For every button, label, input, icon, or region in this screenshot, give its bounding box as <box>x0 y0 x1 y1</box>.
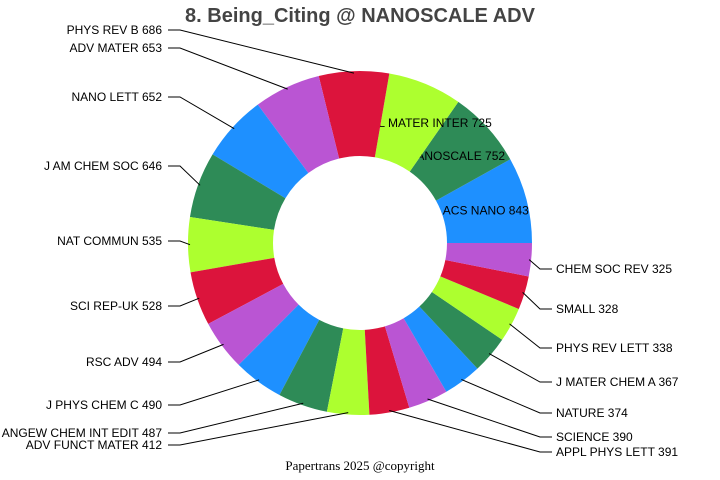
leader-line <box>168 96 235 130</box>
slice-phys-rev-lett <box>431 276 519 340</box>
slice-nanoscale <box>409 101 511 201</box>
copyright-footer: Papertrans 2025 @copyright <box>285 458 435 473</box>
slice-small <box>440 259 529 310</box>
slice-nat-commun <box>188 217 275 273</box>
slice-label: SCI REP-UK 528 <box>70 299 162 313</box>
leader-line <box>168 297 200 307</box>
slice-label: ADV MATER 653 <box>70 41 163 55</box>
slice-label: J PHYS CHEM C 490 <box>46 398 162 412</box>
slice-label: ADV FUNCT MATER 412 <box>26 438 163 452</box>
slice-label: ANGEW CHEM INT EDIT 487 <box>2 426 163 440</box>
slice-j-phys-chem-c <box>238 304 320 395</box>
slice-label: RSC ADV 494 <box>86 355 162 369</box>
slice-sci-rep-uk <box>190 257 284 324</box>
slice-science <box>384 318 447 408</box>
leader-line <box>168 47 288 90</box>
slice-chem-soc-rev <box>445 243 532 277</box>
slice-label: NANOSCALE 752 <box>408 149 506 163</box>
slice-label: J MATER CHEM A 367 <box>556 375 679 389</box>
slice-label: NAT COMMUN 535 <box>57 234 162 248</box>
slice-label: ACS NANO 843 <box>443 203 529 217</box>
leader-line <box>168 343 224 363</box>
leader-line <box>522 292 552 310</box>
slice-label: CHEM SOC REV 325 <box>556 262 672 276</box>
leader-line <box>389 409 552 453</box>
leader-line <box>461 379 552 414</box>
slice-label: PHYS REV LETT 338 <box>556 341 673 355</box>
leader-line <box>168 165 201 186</box>
slice-j-am-chem-soc <box>189 154 286 230</box>
slice-adv-funct-mater <box>326 328 370 415</box>
chart-title: 8. Being_Citing @ NANOSCALE ADV <box>185 5 535 27</box>
slice-adv-mater <box>257 76 340 174</box>
slice-label: SMALL 328 <box>556 302 619 316</box>
slice-appl-phys-lett <box>364 326 410 415</box>
leader-line <box>168 412 349 446</box>
slice-label: APPL PHYS LETT 391 <box>556 445 678 459</box>
leader-line <box>427 398 552 438</box>
slice-label: NATURE 374 <box>556 406 628 420</box>
leader-line <box>488 353 552 383</box>
slice-nano-lett <box>212 104 309 199</box>
leader-line <box>168 379 260 406</box>
slice-nature <box>403 306 478 392</box>
slice-label: PHYS REV B 686 <box>67 23 163 37</box>
slice-j-mater-chem-a <box>419 291 503 369</box>
leader-line <box>168 402 304 434</box>
slice-phys-rev-b <box>318 70 390 159</box>
slice-angew-chem-int-edit <box>279 319 344 412</box>
slice-acs-appl-mater-inter <box>374 73 459 172</box>
leader-line <box>168 29 355 74</box>
slice-label: NANO LETT 652 <box>72 90 163 104</box>
slice-acs-nano <box>435 159 532 243</box>
leader-line <box>509 323 552 349</box>
slice-label: J AM CHEM SOC 646 <box>44 159 162 173</box>
leader-line <box>168 240 191 246</box>
slice-label: SCIENCE 390 <box>556 430 633 444</box>
slice-rsc-adv <box>208 283 299 365</box>
leader-line <box>528 259 552 270</box>
